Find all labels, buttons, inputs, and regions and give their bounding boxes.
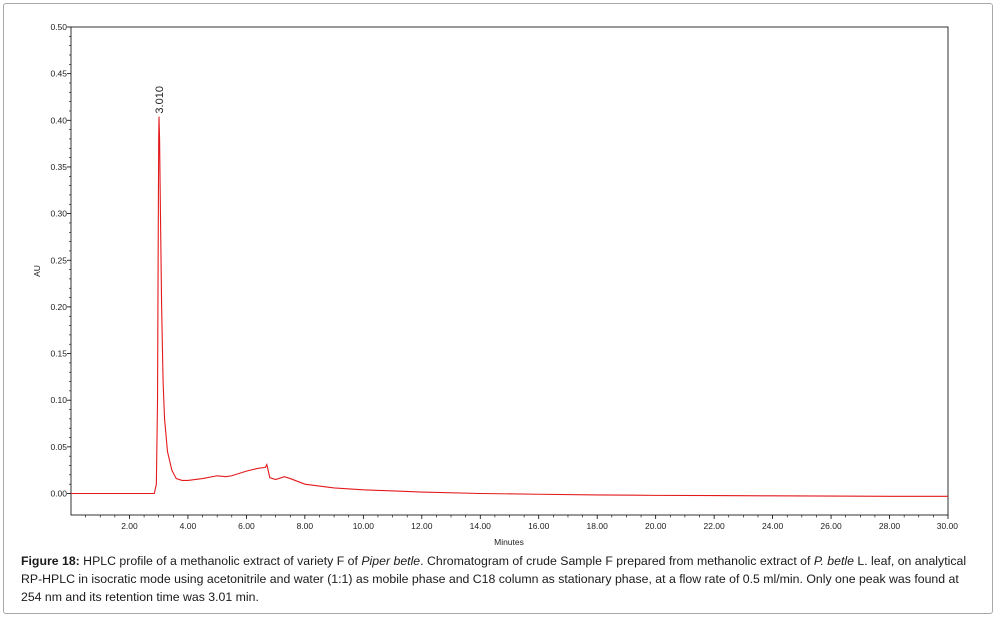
peak-label: 3.010: [154, 86, 166, 114]
y-tick-label: 0.45: [50, 69, 67, 79]
x-tick-label: 16.00: [528, 521, 550, 531]
y-axis-title: AU: [32, 265, 42, 277]
caption-species: Piper betle: [361, 554, 421, 568]
plot-area: [70, 26, 949, 516]
x-tick-label: 4.00: [180, 521, 197, 531]
y-axis: 0.00 0.05 0.10 0.15 0.20 0.25 0.30 0.35 0.40 0.45…: [50, 22, 71, 499]
x-tick-label: 8.00: [297, 521, 314, 531]
x-tick-label: 14.00: [470, 521, 492, 531]
x-tick-label: 20.00: [645, 521, 667, 531]
x-tick-label: 18.00: [587, 521, 609, 531]
x-tick-label: 22.00: [703, 521, 725, 531]
caption-text-3: L. leaf, on analytical RP-HPLC in isocra…: [21, 554, 967, 604]
y-tick-label: 0.00: [50, 489, 67, 499]
x-tick-label: 24.00: [762, 521, 784, 531]
x-axis: 2.00 4.00 6.00 8.00 10.00 12.00 14.00 16.00 18.0…: [85, 515, 959, 531]
y-tick-label: 0.20: [50, 302, 67, 312]
figure-caption: Figure 18: HPLC profile of a methanolic …: [21, 552, 981, 606]
y-tick-label: 0.25: [50, 255, 67, 265]
y-tick-label: 0.50: [50, 22, 67, 32]
x-tick-label: 12.00: [411, 521, 433, 531]
chromatogram-trace: [71, 116, 948, 497]
y-tick-label: 0.15: [50, 349, 67, 359]
x-tick-label: 30.00: [937, 521, 959, 531]
x-tick-label: 2.00: [121, 521, 138, 531]
x-tick-label: 26.00: [820, 521, 842, 531]
caption-species-abbrev: P. betle: [813, 554, 854, 568]
caption-label: Figure 18:: [21, 554, 80, 568]
y-tick-label: 0.30: [50, 209, 67, 219]
y-tick-label: 0.10: [50, 395, 67, 405]
x-tick-label: 10.00: [353, 521, 375, 531]
y-tick-label: 0.35: [50, 162, 67, 172]
figure-frame: [3, 3, 993, 614]
x-axis-title: Minutes: [494, 537, 524, 547]
x-tick-label: 6.00: [238, 521, 255, 531]
caption-text-1: HPLC profile of a methanolic extract of …: [79, 554, 362, 568]
y-tick-label: 0.05: [50, 442, 67, 452]
x-tick-label: 28.00: [879, 521, 901, 531]
y-tick-label: 0.40: [50, 115, 67, 125]
caption-text-2: . Chromatogram of crude Sample F prepare…: [420, 554, 814, 568]
